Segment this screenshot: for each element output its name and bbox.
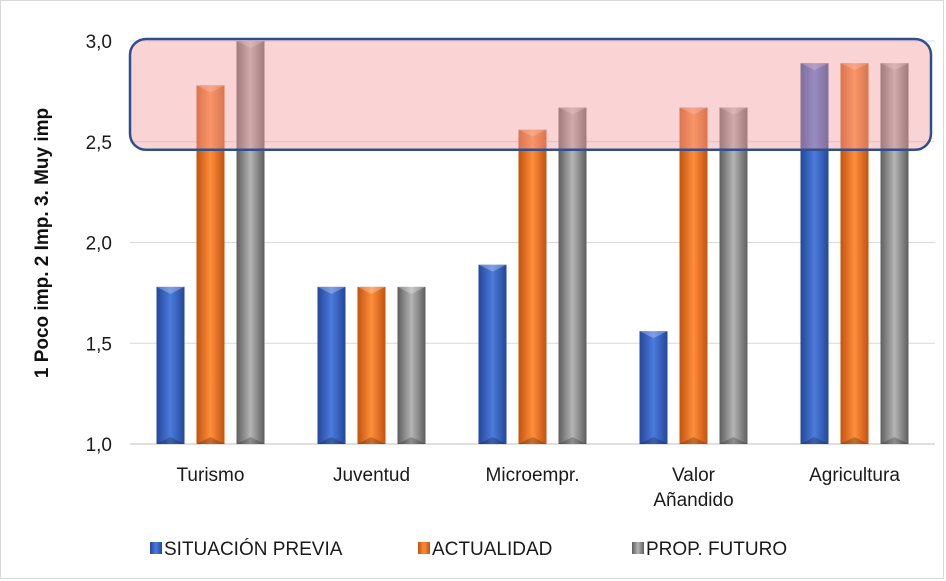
bar-bevel-bottom: [357, 437, 386, 444]
bar-bevel-bottom: [800, 437, 829, 444]
y-tick-label: 2,5: [86, 133, 112, 154]
bar-bevel-bottom: [679, 437, 708, 444]
legend-item-2: ACTUALIDAD: [418, 539, 552, 560]
bar-bevel-bottom: [397, 437, 426, 444]
bar-body: [357, 286, 386, 444]
bar-1-5: [800, 63, 829, 444]
bar-body: [196, 85, 225, 444]
bar-body: [719, 107, 748, 445]
bar-bevel-top: [317, 286, 346, 294]
bar-body: [236, 41, 265, 444]
bar-bevel-top: [840, 63, 869, 71]
bar-bevel-top: [478, 264, 507, 272]
bar-2-4: [679, 107, 708, 445]
x-category-label: Microempr.: [486, 465, 580, 486]
bar-bevel-bottom: [840, 437, 869, 444]
y-axis-ticks: 1,0 1,5 2,0 2,5 3,0: [86, 32, 112, 456]
bar-bevel-top: [236, 41, 265, 48]
x-category-label: Turismo: [177, 465, 245, 486]
bar-body: [478, 264, 507, 444]
bar-body: [679, 107, 708, 445]
bar-3-1: [236, 41, 265, 444]
legend-label: ACTUALIDAD: [432, 539, 552, 560]
bar-2-2: [357, 286, 386, 444]
bar-bevel-bottom: [518, 437, 547, 444]
bar-bevel-bottom: [317, 437, 346, 444]
bar-bevel-bottom: [196, 437, 225, 444]
bar-body: [840, 63, 869, 444]
bar-1-1: [156, 286, 185, 444]
bar-3-5: [880, 63, 909, 444]
bar-bevel-top: [357, 286, 386, 294]
y-axis-label: 1 Poco imp. 2 Imp. 3. Muy imp: [32, 108, 53, 378]
legend: SITUACIÓN PREVIA ACTUALIDAD PROP. FUTURO: [150, 538, 787, 560]
bar-body: [558, 107, 587, 445]
y-tick-label: 1,5: [86, 334, 112, 355]
x-category-label: Agricultura: [809, 465, 900, 486]
bar-3-2: [397, 286, 426, 444]
bar-3-3: [558, 107, 587, 445]
bar-bevel-bottom: [156, 437, 185, 444]
x-category-label: Juventud: [333, 465, 410, 486]
bar-bevel-top: [639, 331, 668, 339]
y-tick-label: 2,0: [86, 234, 112, 255]
bar-bevel-bottom: [880, 437, 909, 444]
bar-body: [880, 63, 909, 444]
bar-bevel-top: [156, 286, 185, 294]
bar-bevel-top: [880, 63, 909, 71]
bar-bevel-bottom: [478, 437, 507, 444]
legend-label: PROP. FUTURO: [646, 539, 787, 560]
x-category-label-line2: Añandido: [653, 490, 733, 511]
bar-2-1: [196, 85, 225, 444]
bar-body: [639, 331, 668, 444]
legend-swatch: [150, 542, 162, 554]
bar-bevel-top: [679, 107, 708, 115]
bar-2-3: [518, 129, 547, 444]
bar-2-5: [840, 63, 869, 444]
y-tick-label: 3,0: [86, 32, 112, 53]
bar-body: [397, 286, 426, 444]
bar-bevel-bottom: [719, 437, 748, 444]
highlight-band: [128, 37, 933, 152]
y-tick-label: 1,0: [86, 435, 112, 456]
legend-item-1: SITUACIÓN PREVIA: [150, 538, 343, 560]
bar-bevel-bottom: [236, 437, 265, 444]
bar-body: [518, 129, 547, 444]
legend-swatch: [632, 542, 644, 554]
legend-item-3: PROP. FUTURO: [632, 539, 787, 560]
bar-1-3: [478, 264, 507, 444]
bar-3-4: [719, 107, 748, 445]
legend-swatch: [418, 542, 430, 554]
legend-label: SITUACIÓN PREVIA: [164, 538, 343, 560]
x-category-label: Valor: [672, 465, 716, 486]
highlight-rectangle: [128, 37, 933, 152]
x-axis-categories: Turismo Juventud Microempr. Valor Añandido Ag…: [177, 465, 901, 511]
bar-bevel-top: [518, 129, 547, 137]
bar-bevel-bottom: [639, 437, 668, 444]
bar-bevel-top: [196, 85, 225, 93]
bar-1-2: [317, 286, 346, 444]
bar-body: [800, 63, 829, 444]
bar-bevel-bottom: [558, 437, 587, 444]
bar-bevel-top: [800, 63, 829, 71]
bar-1-4: [639, 331, 668, 444]
bars: [156, 41, 909, 445]
bar-body: [317, 286, 346, 444]
bar-body: [156, 286, 185, 444]
bar-bevel-top: [558, 107, 587, 115]
bar-bevel-top: [719, 107, 748, 115]
bar-bevel-top: [397, 286, 426, 294]
